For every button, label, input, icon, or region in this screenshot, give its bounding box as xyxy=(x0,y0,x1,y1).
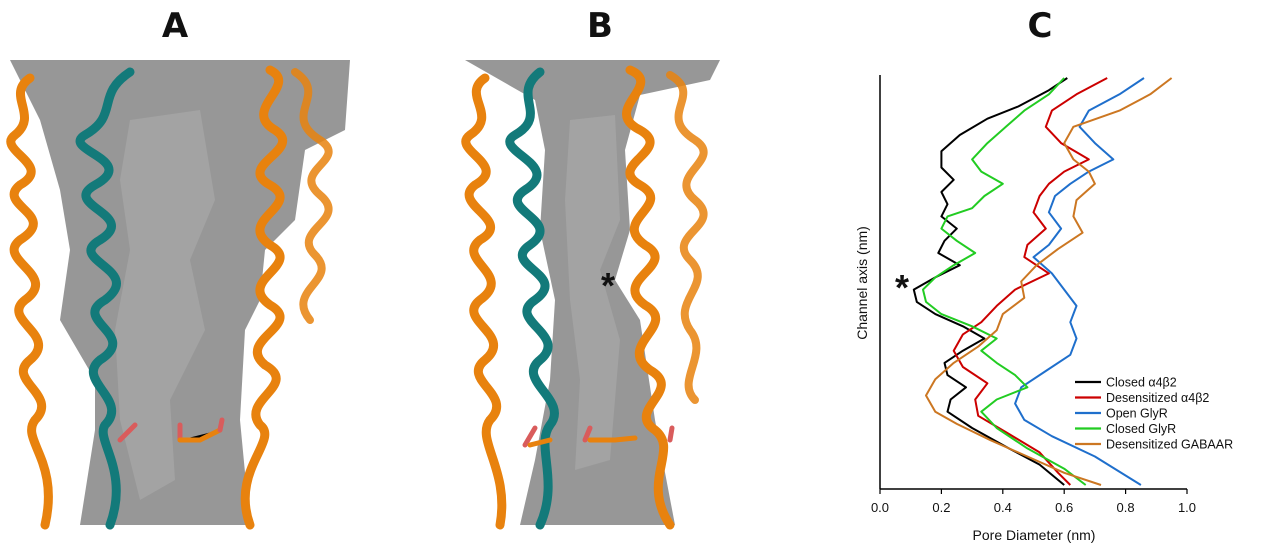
helix-orange-right-outer xyxy=(666,71,708,404)
panel-a-label: A xyxy=(161,6,189,46)
series-line xyxy=(922,77,1087,486)
x-tick-label: 0.8 xyxy=(1117,500,1135,515)
x-tick-label: 1.0 xyxy=(1178,500,1196,515)
pore-highlight xyxy=(115,110,215,500)
constriction-marker: * xyxy=(895,267,909,308)
helix-teal xyxy=(75,67,135,530)
helix-orange-right xyxy=(622,65,675,530)
x-tick-label: 0.2 xyxy=(932,500,950,515)
side-chains xyxy=(522,425,675,448)
legend-label: Desensitized GABAAR xyxy=(1106,438,1233,452)
side-chains xyxy=(117,417,225,443)
x-tick-label: 0.0 xyxy=(871,500,889,515)
legend-label: Open GlyR xyxy=(1106,407,1168,421)
pore-highlight xyxy=(565,115,620,470)
series-line xyxy=(1014,77,1145,486)
helix-teal xyxy=(505,67,559,530)
pore-profile-chart: 0.0 0.2 0.4 0.6 0.8 1.0 Pore Diameter (nm) Ch… xyxy=(854,75,1233,543)
helix-orange-left xyxy=(461,73,507,530)
x-tick-label: 0.4 xyxy=(994,500,1012,515)
legend-label: Desensitized α4β2 xyxy=(1106,391,1209,405)
series-line xyxy=(925,77,1173,486)
x-tick-label: 0.6 xyxy=(1055,500,1073,515)
series-lines xyxy=(912,77,1173,486)
panel-b: B * xyxy=(440,0,760,548)
panel-a-structure xyxy=(6,60,350,530)
constriction-marker: * xyxy=(601,265,615,306)
legend-label: Closed α4β2 xyxy=(1106,376,1177,390)
panel-b-structure: * xyxy=(461,60,720,530)
x-axis-label: Pore Diameter (nm) xyxy=(973,527,1096,543)
helix-orange-right xyxy=(240,65,287,530)
y-axis-label: Channel axis (nm) xyxy=(854,226,870,340)
helix-orange-left xyxy=(6,73,53,530)
legend-label: Closed GlyR xyxy=(1106,422,1176,436)
x-ticks: 0.0 0.2 0.4 0.6 0.8 1.0 xyxy=(871,489,1196,515)
panel-c: C 0.0 0.2 0.4 0.6 0.8 1.0 Pore Diameter (nm) … xyxy=(830,0,1279,548)
panel-a: A xyxy=(0,0,370,548)
series-line xyxy=(952,77,1108,486)
helix-orange-right-outer xyxy=(291,68,333,324)
panel-b-label: B xyxy=(587,6,613,46)
panel-c-label: C xyxy=(1027,6,1053,46)
